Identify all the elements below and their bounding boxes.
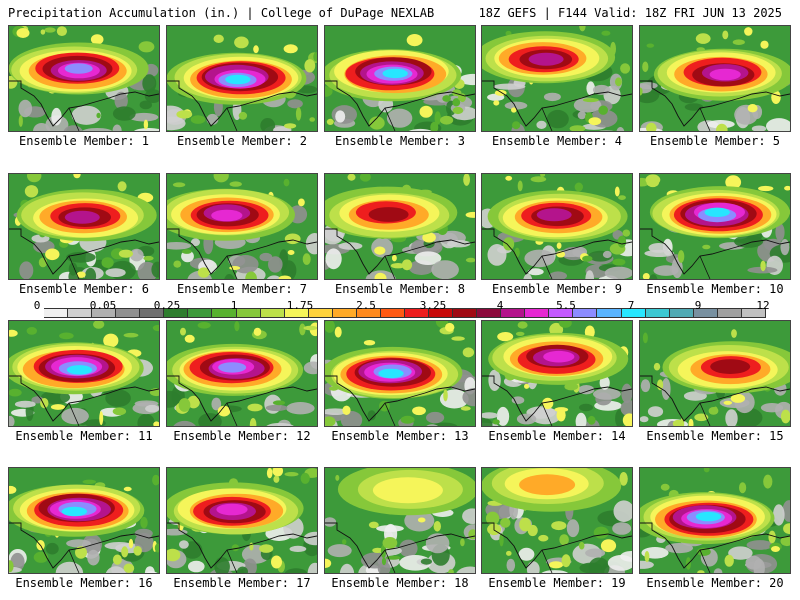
ensemble-member-label: Ensemble Member: 11: [15, 429, 153, 443]
ensemble-member-label: Ensemble Member: 10: [646, 282, 784, 296]
ensemble-member-map: [639, 467, 791, 574]
ensemble-member-label: Ensemble Member: 19: [488, 576, 626, 590]
colorbar-swatch: [573, 309, 598, 317]
ensemble-member-label: Ensemble Member: 2: [176, 134, 308, 148]
colorbar-swatch: [92, 309, 117, 317]
colorbar-swatch: [621, 309, 646, 317]
colorbar-swatch: [477, 309, 502, 317]
colorbar-swatch: [597, 309, 622, 317]
ensemble-member-label: Ensemble Member: 9: [491, 282, 623, 296]
colorbar-tick-label: 0.25: [153, 299, 181, 312]
ensemble-member-label: Ensemble Member: 8: [334, 282, 466, 296]
ensemble-member-map: [166, 320, 318, 427]
ensemble-member-label: Ensemble Member: 3: [334, 134, 466, 148]
colorbar-swatch: [429, 309, 454, 317]
colorbar-swatch: [549, 309, 574, 317]
ensemble-member-map: [324, 173, 476, 280]
ensemble-member-map: [166, 25, 318, 132]
colorbar-swatch: [44, 309, 69, 317]
colorbar-swatch: [356, 309, 381, 317]
ensemble-member-label: Ensemble Member: 14: [488, 429, 626, 443]
ensemble-member-map: [481, 320, 633, 427]
ensemble-member-label: Ensemble Member: 7: [176, 282, 308, 296]
ensemble-member-label: Ensemble Member: 18: [331, 576, 469, 590]
ensemble-member-map: [481, 173, 633, 280]
ensemble-member-map: [639, 320, 791, 427]
ensemble-member-map: [8, 467, 160, 574]
colorbar: [44, 308, 766, 318]
colorbar-swatch: [332, 309, 357, 317]
ensemble-member-map: [639, 25, 791, 132]
ensemble-member-map: [8, 320, 160, 427]
run-valid-time: 18Z GEFS | F144 Valid: 18Z FRI JUN 13 20…: [478, 6, 782, 20]
ensemble-member-label: Ensemble Member: 13: [331, 429, 469, 443]
colorbar-swatch: [741, 309, 766, 317]
colorbar-tick-label: 0: [33, 299, 41, 312]
ensemble-member-map: [481, 467, 633, 574]
ensemble-member-label: Ensemble Member: 5: [649, 134, 781, 148]
ensemble-member-map: [8, 173, 160, 280]
colorbar-tick-label: 4: [496, 299, 504, 312]
ensemble-member-map: [166, 173, 318, 280]
colorbar-swatch: [68, 309, 93, 317]
ensemble-member-label: Ensemble Member: 6: [18, 282, 150, 296]
colorbar-swatch: [260, 309, 285, 317]
ensemble-member-label: Ensemble Member: 1: [18, 134, 150, 148]
colorbar-swatch: [669, 309, 694, 317]
colorbar-swatch: [236, 309, 261, 317]
colorbar-tick-label: 0.05: [89, 299, 117, 312]
ensemble-member-label: Ensemble Member: 4: [491, 134, 623, 148]
colorbar-swatch: [404, 309, 429, 317]
ensemble-member-label: Ensemble Member: 17: [173, 576, 311, 590]
colorbar-swatch: [188, 309, 213, 317]
ensemble-member-map: [481, 25, 633, 132]
colorbar-swatch: [284, 309, 309, 317]
colorbar-swatch: [380, 309, 405, 317]
colorbar-swatch: [717, 309, 742, 317]
ensemble-member-map: [8, 25, 160, 132]
ensemble-member-map: [639, 173, 791, 280]
ensemble-member-map: [324, 467, 476, 574]
ensemble-member-label: Ensemble Member: 12: [173, 429, 311, 443]
colorbar-tick-label: 12: [756, 299, 770, 312]
colorbar-swatch: [645, 309, 670, 317]
colorbar-swatch: [212, 309, 237, 317]
ensemble-member-map: [166, 467, 318, 574]
colorbar-tick-label: 7: [627, 299, 635, 312]
colorbar-tick-label: 2.5: [356, 299, 376, 312]
colorbar-tick-label: 3.25: [419, 299, 447, 312]
ensemble-member-map: [324, 320, 476, 427]
colorbar-swatch: [501, 309, 526, 317]
colorbar-tick-label: 1.75: [286, 299, 314, 312]
colorbar-swatch: [140, 309, 165, 317]
map-title: Precipitation Accumulation (in.) | Colle…: [8, 6, 435, 20]
colorbar-tick-label: 5.5: [556, 299, 576, 312]
colorbar-swatch: [116, 309, 141, 317]
ensemble-member-label: Ensemble Member: 16: [15, 576, 153, 590]
colorbar-tick-label: 1: [230, 299, 238, 312]
colorbar-swatch: [308, 309, 333, 317]
ensemble-member-label: Ensemble Member: 15: [646, 429, 784, 443]
colorbar-swatch: [693, 309, 718, 317]
colorbar-tick-label: 9: [694, 299, 702, 312]
colorbar-swatch: [453, 309, 478, 317]
colorbar-swatch: [525, 309, 550, 317]
ensemble-member-map: [324, 25, 476, 132]
ensemble-member-label: Ensemble Member: 20: [646, 576, 784, 590]
colorbar-swatch: [164, 309, 189, 317]
colorbar-ticks: 0 0.05 0.25 1 1.75 2.5 3.25 4 5.5 7 9 12: [30, 299, 782, 323]
